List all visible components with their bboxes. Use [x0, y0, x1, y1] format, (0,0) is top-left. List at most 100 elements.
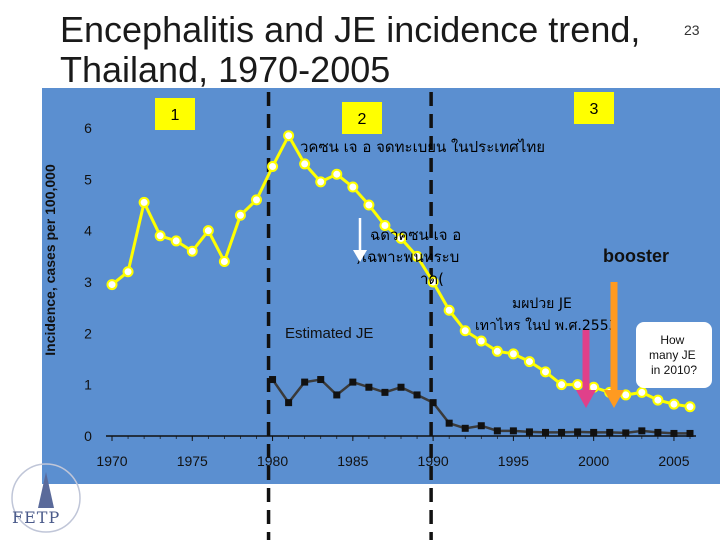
encephalitis-point-1984: [331, 168, 343, 180]
x-tick-label-1990: 1990: [418, 453, 449, 469]
encephalitis-point-1988: [395, 232, 407, 244]
estimated-je-point-1999: [574, 428, 582, 436]
estimated-je-point-1996: [525, 428, 533, 436]
estimated-je-point-1994: [493, 427, 501, 435]
encephalitis-point-1994: [491, 345, 503, 357]
y-tick-label-5: 5: [84, 171, 92, 187]
fetp-logo-text: FETP: [12, 508, 61, 527]
how-many-text: How many JE in 2010?: [649, 333, 699, 377]
encephalitis-point-1974: [170, 235, 182, 247]
encephalitis-point-1980: [267, 161, 279, 172]
encephalitis-point-1999: [572, 379, 584, 391]
estimated-je-point-1989: [413, 391, 421, 399]
how-many-line-2: many JE: [649, 348, 696, 362]
annotation-box-1-label: 1: [171, 107, 180, 124]
x-tick-label-1995: 1995: [498, 453, 529, 469]
estimated-je-point-1991: [445, 419, 453, 427]
estimated-je-point-1995: [509, 427, 517, 435]
encephalitis-point-1972: [138, 196, 150, 208]
encephalitis-point-1981: [283, 130, 295, 142]
y-tick-label-2: 2: [84, 325, 92, 341]
encephalitis-point-1985: [347, 181, 359, 193]
estimated-je-point-1984: [333, 391, 341, 399]
encephalitis-point-1976: [202, 225, 214, 237]
encephalitis-point-1979: [251, 194, 262, 206]
fetp-logo: [11, 463, 81, 533]
chart-background: [42, 88, 720, 484]
x-tick-label-2005: 2005: [658, 453, 689, 469]
y-tick-label-3: 3: [84, 274, 92, 290]
encephalitis-point-1977: [218, 255, 230, 267]
vaccine-registered-text: วคซน เจ อ จดทะเบยน ในประเทศไทย: [300, 138, 545, 156]
title-line-2: Thailand, 1970-2005: [60, 49, 391, 90]
encephalitis-point-1996: [523, 356, 535, 368]
estimated-je-point-1988: [397, 383, 405, 391]
x-tick-label-1975: 1975: [177, 453, 208, 469]
estimated-je-point-1985: [349, 378, 357, 386]
x-tick-label-2000: 2000: [578, 453, 609, 469]
y-tick-label-0: 0: [84, 428, 92, 444]
y-tick-label-1: 1: [84, 377, 92, 393]
y-tick-label-4: 4: [84, 223, 92, 239]
annotation-box-2-label: 2: [358, 111, 367, 128]
encephalitis-point-1983: [315, 176, 327, 188]
annotation-box-3: [574, 92, 614, 124]
estimated-je-point-2003: [638, 427, 646, 435]
booster-label: booster: [603, 246, 669, 266]
estimated-je-label: Estimated JE: [285, 325, 373, 342]
estimated-je-point-1982: [301, 378, 309, 386]
encephalitis-point-2003: [636, 386, 648, 398]
how-many-line-1: How: [660, 333, 684, 347]
encephalitis-point-1970: [106, 279, 118, 291]
estimated-je-point-2002: [622, 429, 630, 437]
encephalitis-point-2002: [620, 389, 632, 401]
x-tick-label-1980: 1980: [257, 453, 288, 469]
estimated-je-point-1993: [477, 422, 485, 430]
estimated-je-point-2006: [686, 429, 694, 437]
title-line-1: Encephalitis and JE incidence trend,: [60, 9, 641, 50]
estimated-je-point-2004: [654, 428, 662, 436]
encephalitis-point-1978: [234, 209, 246, 221]
how-many-box: [636, 322, 712, 388]
estimated-je-point-1987: [381, 388, 389, 396]
orange-arrow-head: [604, 390, 624, 408]
x-tick-label-1970: 1970: [96, 453, 127, 469]
encephalitis-point-1991: [443, 304, 455, 316]
je-question-line-1: มผปวย JE: [512, 296, 572, 312]
encephalitis-point-1993: [475, 335, 487, 347]
estimated-je-point-1990: [429, 399, 437, 407]
estimated-je-point-1983: [317, 376, 325, 384]
estimated-je-point-1997: [542, 428, 549, 436]
vaccine-registered-text-content: วคซน เจ อ จดทะเบยน ในประเทศไทย: [300, 138, 545, 156]
encephalitis-point-1986: [363, 199, 375, 211]
encephalitis-point-1971: [122, 266, 134, 278]
y-tick-label-6: 6: [84, 120, 92, 136]
encephalitis-point-2005: [668, 398, 680, 410]
encephalitis-point-1998: [556, 379, 568, 391]
slide-title: Encephalitis and JE incidence trend, Tha…: [60, 10, 660, 90]
encephalitis-point-1997: [540, 366, 551, 378]
vaccine-area-arrowhead: [353, 250, 367, 262]
estimated-je-point-2000: [590, 428, 598, 436]
encephalitis-point-1995: [507, 348, 519, 360]
fetp-logo-ring: [11, 463, 81, 533]
estimated-je-point-2001: [606, 428, 614, 436]
annotation-box-2: [342, 102, 382, 134]
vaccine-area-line-1: ฉดวคซน เจ อ: [370, 226, 461, 244]
estimated-je-point-1980: [269, 376, 277, 384]
encephalitis-point-1990: [427, 276, 439, 288]
encephalitis-point-1992: [459, 325, 471, 337]
page-number: 23: [684, 22, 700, 38]
encephalitis-point-1975: [186, 245, 198, 257]
annotation-box-1: [155, 98, 195, 130]
y-axis-label: Incidence, cases per 100,000: [42, 164, 58, 356]
how-many-line-3: in 2010?: [651, 363, 697, 377]
x-tick-label-1985: 1985: [337, 453, 368, 469]
vaccine-area-line-2: )เฉพาะพนทระบ: [356, 248, 459, 266]
encephalitis-point-1989: [411, 250, 423, 262]
pink-arrow-head: [576, 390, 596, 408]
encephalitis-point-2004: [652, 394, 664, 406]
encephalitis-point-2006: [684, 401, 696, 413]
vaccine-area-line-3: าด(: [420, 270, 444, 288]
